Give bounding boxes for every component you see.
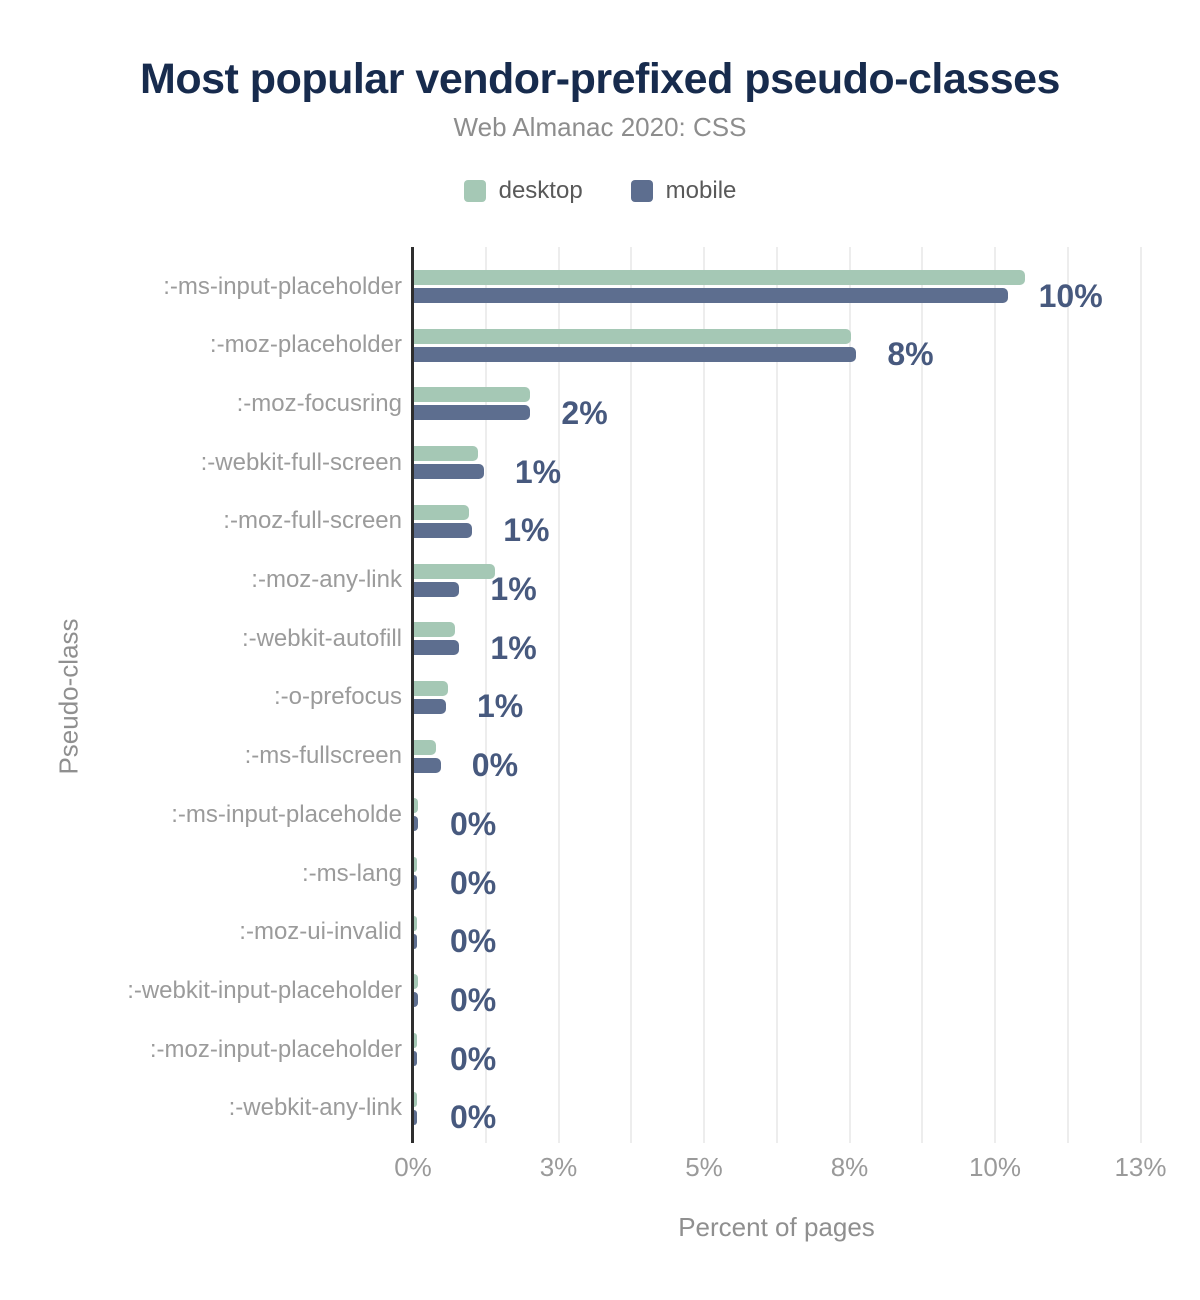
- x-tick-label: 13%: [1114, 1152, 1167, 1182]
- legend-label-mobile: mobile: [665, 177, 737, 204]
- chart-title: Most popular vendor-prefixed pseudo-clas…: [140, 55, 1060, 103]
- bar-mobile: [414, 757, 441, 773]
- category-label: :-webkit-autofill: [241, 624, 402, 652]
- x-tick-label: 10%: [968, 1152, 1022, 1182]
- category-label: :-moz-full-screen: [223, 507, 402, 535]
- gridline: [775, 247, 778, 1143]
- chart-subtitle: Web Almanac 2020: CSS: [453, 112, 747, 142]
- gridline: [1066, 247, 1069, 1143]
- category-label: :-moz-focusring: [236, 389, 402, 417]
- bar-desktop: [414, 798, 419, 814]
- gridline: [557, 247, 560, 1143]
- category-label: :-webkit-input-placeholder: [127, 976, 402, 1004]
- bar-desktop: [414, 739, 436, 755]
- value-label: 0%: [450, 981, 497, 1018]
- value-label: 0%: [450, 864, 497, 901]
- gridline: [630, 247, 633, 1143]
- bar-desktop: [414, 915, 417, 931]
- category-label: :-webkit-any-link: [228, 1094, 402, 1122]
- y-axis-title: Pseudo-class: [53, 618, 84, 775]
- value-label: 0%: [471, 747, 519, 784]
- bar-mobile: [414, 875, 418, 890]
- category-label: :-ms-input-placeholde: [171, 800, 402, 828]
- bar-desktop: [414, 446, 479, 462]
- bar-mobile: [414, 698, 446, 714]
- bar-mobile: [414, 992, 419, 1008]
- bar-desktop: [414, 1033, 418, 1049]
- bar-desktop: [414, 328, 851, 344]
- desktop-swatch-icon: [463, 180, 486, 202]
- bar-desktop: [414, 974, 419, 990]
- x-axis-title: Percent of pages: [678, 1212, 875, 1242]
- category-label: :-moz-placeholder: [209, 331, 402, 359]
- value-label: 1%: [490, 571, 537, 607]
- category-label: :-webkit-full-screen: [200, 448, 402, 476]
- value-label: 0%: [450, 1099, 497, 1136]
- x-tick-label: 3%: [539, 1152, 578, 1182]
- value-label: 0%: [450, 923, 497, 960]
- gridline: [994, 247, 996, 1143]
- category-label: :-moz-input-placeholder: [149, 1035, 402, 1063]
- category-label: :-ms-lang: [301, 859, 402, 887]
- bar-desktop: [414, 504, 470, 520]
- bar-desktop: [414, 680, 448, 696]
- bar-mobile: [414, 522, 473, 538]
- bar-mobile: [414, 464, 484, 480]
- category-label: :-ms-fullscreen: [244, 742, 402, 770]
- legend-item-desktop: desktop: [463, 177, 583, 205]
- gridline: [1139, 247, 1142, 1143]
- bar-mobile: [414, 581, 460, 597]
- value-label: 0%: [450, 805, 497, 842]
- value-label: 1%: [503, 512, 550, 549]
- x-tick-label: 0%: [394, 1152, 432, 1182]
- legend-item-mobile: mobile: [630, 177, 737, 205]
- gridline: [703, 247, 705, 1143]
- category-label: :-o-prefocus: [273, 683, 402, 711]
- bar-mobile: [414, 405, 531, 421]
- bar-mobile: [414, 346, 857, 362]
- y-axis-line: [411, 247, 414, 1143]
- bar-desktop: [414, 857, 417, 872]
- category-label: :-ms-input-placeholder: [163, 272, 402, 300]
- gridline: [484, 247, 487, 1143]
- value-label: 1%: [514, 453, 562, 490]
- bar-desktop: [414, 563, 496, 579]
- bar-desktop: [414, 387, 531, 403]
- gridline: [921, 247, 924, 1143]
- value-label: 0%: [450, 1040, 497, 1077]
- bar-mobile: [414, 640, 460, 656]
- value-label: 1%: [477, 688, 524, 725]
- bar-desktop: [414, 1091, 418, 1107]
- bar-desktop: [414, 622, 455, 638]
- value-label: 1%: [490, 629, 537, 666]
- value-label: 2%: [561, 394, 608, 431]
- bar-mobile: [414, 1051, 418, 1067]
- bar-mobile: [414, 816, 419, 832]
- category-label: :-moz-any-link: [251, 566, 402, 593]
- gridline: [848, 247, 851, 1143]
- value-label: 10%: [1038, 277, 1103, 314]
- bar-mobile: [414, 933, 418, 949]
- category-label: :-moz-ui-invalid: [239, 918, 402, 946]
- value-label: 8%: [887, 336, 934, 373]
- x-tick-label: 5%: [685, 1152, 723, 1182]
- bar-mobile: [414, 288, 1008, 303]
- bar-desktop: [414, 270, 1026, 285]
- mobile-swatch-icon: [630, 180, 653, 202]
- bar-mobile: [414, 1109, 417, 1125]
- x-tick-label: 8%: [830, 1152, 869, 1182]
- legend: desktop mobile: [0, 177, 1200, 205]
- legend-label-desktop: desktop: [498, 177, 583, 204]
